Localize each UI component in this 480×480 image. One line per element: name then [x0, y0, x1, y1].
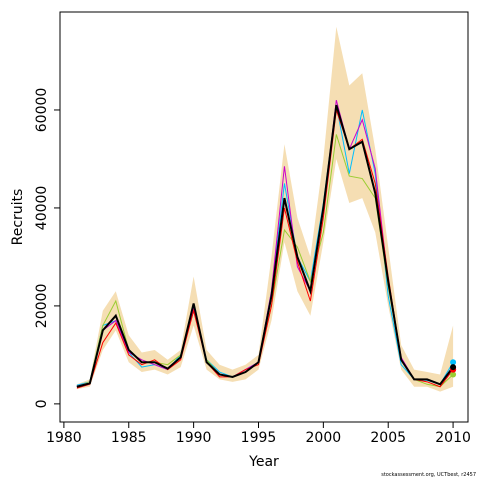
y-tick-label: 0	[34, 399, 50, 408]
y-tick-label: 60000	[34, 88, 50, 133]
plot-frame	[59, 11, 469, 423]
x-axis-label: Year	[248, 454, 279, 470]
series-line	[76, 104, 454, 388]
x-tick-label: 1985	[111, 430, 147, 446]
x-tick-label: 2005	[370, 430, 406, 446]
confidence-band	[76, 26, 454, 392]
x-tick-label: 1980	[46, 430, 82, 446]
y-tick-label: 40000	[34, 186, 50, 231]
end-point	[450, 371, 457, 378]
end-point	[450, 364, 457, 371]
x-tick-label: 1995	[241, 430, 277, 446]
y-tick-label: 20000	[34, 284, 50, 329]
y-axis-label: Recruits	[10, 189, 26, 246]
x-tick-label: 2000	[306, 430, 342, 446]
end-point	[450, 359, 457, 366]
x-tick-label: 1990	[176, 430, 212, 446]
footnote: stockassessment.org, UCTbest, r2457	[381, 472, 476, 478]
x-tick-label: 2010	[435, 430, 471, 446]
